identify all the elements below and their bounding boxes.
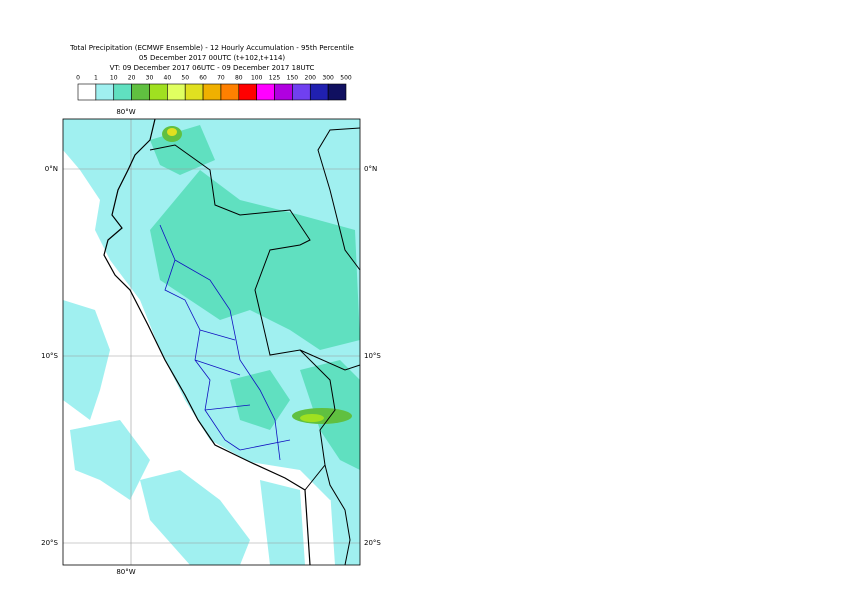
map: 80°W 80°W 0°N 10°S 20°S 0°N 10°S 20°S [41,108,381,576]
legend-label: 0 [76,75,80,82]
precip-light [63,300,360,565]
legend-label: 20 [128,75,136,82]
legend-label: 30 [146,75,154,82]
lat-label: 0°N [45,165,58,173]
legend-label: 60 [199,75,207,82]
border [149,127,361,566]
legend-swatch [77,83,97,101]
legend-label: 150 [287,75,299,82]
title-block: Total Precipitation (ECMWF Ensemble) - 1… [69,44,354,72]
lat-label: 10°S [41,352,58,360]
lon-label: 80°W [116,568,135,576]
legend-swatch [167,83,186,101]
legend-swatch [113,83,132,101]
legend-swatch [184,83,204,101]
map-frame [62,118,361,566]
legend-swatch [149,83,168,101]
precip-heavy [167,128,177,136]
legend-label: 70 [217,75,225,82]
legend-swatch [95,83,115,101]
lat-label: 10°S [364,352,381,360]
lat-label: 20°S [41,539,58,547]
legend: 0 1 10 20 30 40 50 60 70 80 100 125 150 200 300 500 [76,75,352,101]
legend-swatch [131,83,150,101]
legend-swatch [327,83,347,101]
legend-swatch [309,83,329,101]
region-border [159,224,291,461]
title-line: Total Precipitation (ECMWF Ensemble) - 1… [69,44,354,52]
precip-heavy [300,414,324,422]
legend-swatch [220,83,240,101]
legend-label: 1 [94,75,98,82]
title-line: 05 December 2017 00UTC (t+102,t+114) [139,54,286,62]
legend-swatch [292,83,311,101]
legend-label: 80 [235,75,243,82]
graticule [63,119,360,565]
title-line: VT: 09 December 2017 06UTC - 09 December… [110,64,315,72]
legend-swatch [202,83,222,101]
legend-swatch [238,83,257,101]
legend-swatch [256,83,275,101]
legend-label: 125 [269,75,281,82]
lon-label: 80°W [116,108,135,116]
legend-swatch [274,83,293,101]
legend-label: 40 [164,75,172,82]
legend-label: 300 [322,75,334,82]
legend-label: 500 [340,75,352,82]
legend-label: 50 [181,75,189,82]
legend-label: 100 [251,75,263,82]
lat-label: 20°S [364,539,381,547]
lat-label: 0°N [364,165,377,173]
legend-label: 200 [305,75,317,82]
legend-label: 10 [110,75,118,82]
coastline [103,118,311,566]
precip-moderate [150,125,360,470]
